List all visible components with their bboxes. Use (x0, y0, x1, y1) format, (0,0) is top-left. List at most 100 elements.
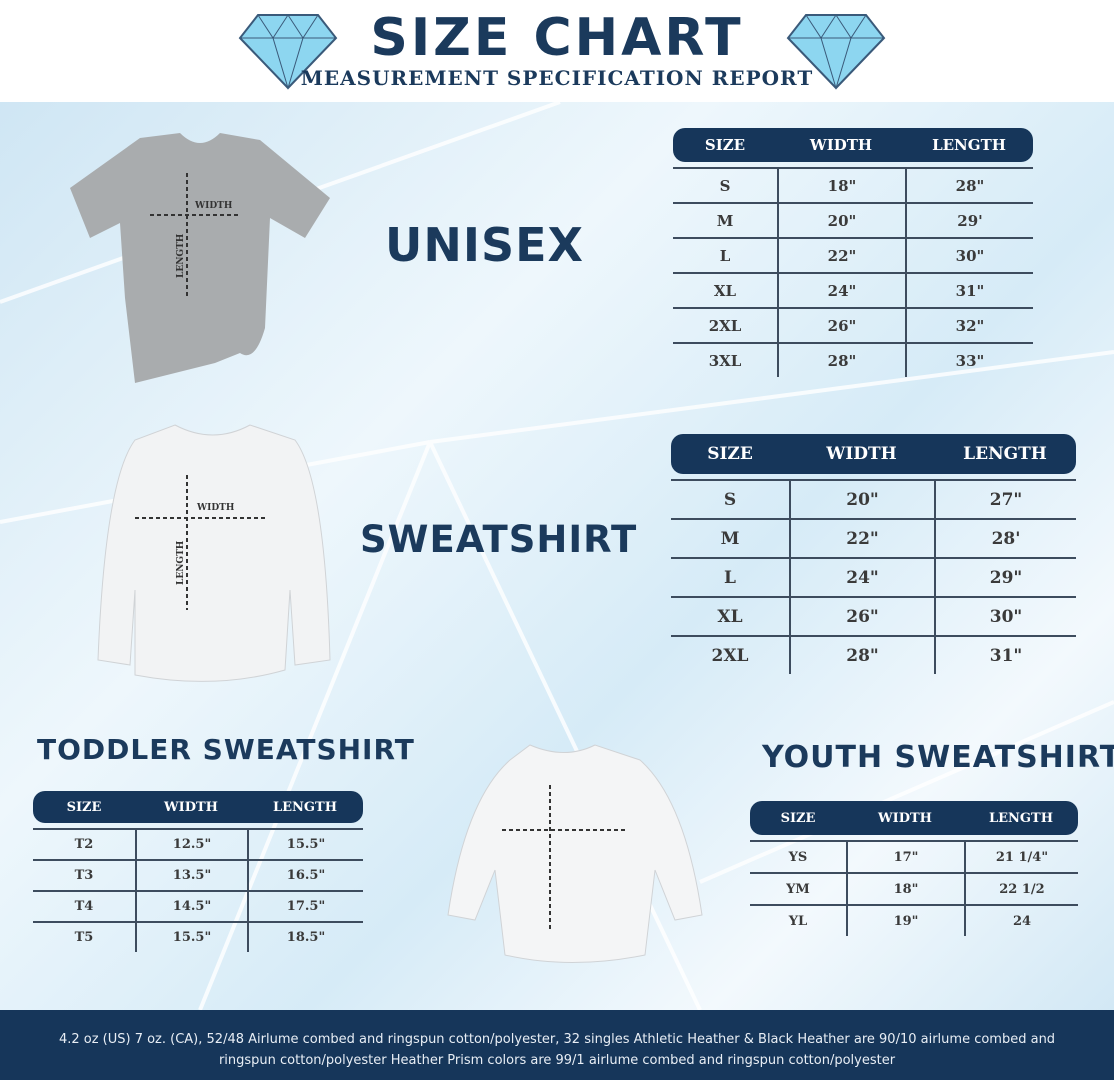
table-cell: 19" (846, 906, 964, 936)
table-cell: 31" (905, 274, 1033, 307)
toddler-title: TODDLER SWEATSHIRT (37, 733, 415, 766)
table-cell: 14.5" (135, 892, 247, 921)
unisex-size-table: SIZE WIDTH LENGTH S 18" 28" M 20" 29' L 22" 30" XL 24… (673, 128, 1033, 377)
table-cell: 26" (789, 598, 934, 635)
table-cell: 28" (789, 637, 934, 674)
youth-sweatshirt-image (447, 744, 703, 963)
column-header: LENGTH (963, 444, 1047, 464)
header: SIZE CHART MEASUREMENT SPECIFICATION REP… (0, 0, 1114, 102)
column-header: WIDTH (878, 810, 932, 826)
table-cell: 28" (777, 344, 905, 377)
table-cell: 15.5" (135, 923, 247, 952)
table-cell: 18.5" (247, 923, 363, 952)
table-cell: 30" (934, 598, 1076, 635)
table-cell: 27" (934, 481, 1076, 518)
table-cell: S (723, 489, 737, 510)
table-row: YL 19" 24 (750, 904, 1078, 936)
table-row: T2 12.5" 15.5" (33, 828, 363, 859)
table-cell: 24" (777, 274, 905, 307)
table-row: T5 15.5" 18.5" (33, 921, 363, 952)
column-header: LENGTH (273, 799, 337, 815)
table-cell: 29" (934, 559, 1076, 596)
column-header: LENGTH (932, 136, 1006, 154)
table-row: T4 14.5" 17.5" (33, 890, 363, 921)
table-row: S 20" 27" (671, 479, 1076, 518)
table-cell: 22" (789, 520, 934, 557)
table-cell: 26" (777, 309, 905, 342)
table-header: SIZE WIDTH LENGTH (33, 791, 363, 823)
table-row: 2XL 26" 32" (673, 307, 1033, 342)
table-cell: M (720, 528, 740, 549)
table-cell: 17" (846, 842, 964, 872)
column-header: WIDTH (809, 136, 873, 154)
table-header: SIZE WIDTH LENGTH (750, 801, 1078, 835)
tshirt-image: WIDTH LENGTH (70, 133, 330, 383)
table-header: SIZE WIDTH LENGTH (673, 128, 1033, 162)
table-cell: YM (786, 881, 810, 897)
toddler-size-table: SIZE WIDTH LENGTH T2 12.5" 15.5" T3 13.5" 16.5" T… (33, 791, 363, 952)
table-row: S 18" 28" (673, 167, 1033, 202)
table-cell: 33" (905, 344, 1033, 377)
table-row: L 24" 29" (671, 557, 1076, 596)
table-cell: S (719, 176, 731, 195)
youth-title: YOUTH SWEATSHIRT (762, 740, 1114, 775)
length-label: LENGTH (176, 233, 186, 278)
table-cell: 20" (789, 481, 934, 518)
table-header: SIZE WIDTH LENGTH (671, 434, 1076, 474)
table-row: XL 24" 31" (673, 272, 1033, 307)
table-row: L 22" 30" (673, 237, 1033, 272)
column-header: SIZE (66, 799, 102, 815)
table-cell: YL (788, 913, 808, 929)
table-cell: L (724, 567, 736, 588)
page-title: SIZE CHART (370, 8, 744, 68)
footer: 4.2 oz (US) 7 oz. (CA), 52/48 Airlume co… (0, 1010, 1114, 1080)
column-header: WIDTH (826, 444, 897, 464)
table-cell: XL (713, 281, 737, 300)
diamond-icon (238, 14, 338, 90)
table-cell: T2 (74, 837, 94, 852)
table-cell: 16.5" (247, 861, 363, 890)
diamond-icon (786, 14, 886, 90)
table-cell: 32" (905, 309, 1033, 342)
table-row: YM 18" 22 1/2 (750, 872, 1078, 904)
table-cell: M (716, 211, 734, 230)
sweatshirt-title: SWEATSHIRT (360, 518, 638, 561)
table-cell: 3XL (708, 351, 742, 370)
table-cell: T3 (74, 868, 94, 883)
table-row: 2XL 28" 31" (671, 635, 1076, 674)
width-label: WIDTH (194, 201, 233, 211)
page-subtitle: MEASUREMENT SPECIFICATION REPORT (300, 66, 814, 90)
width-label: WIDTH (196, 503, 235, 513)
table-cell: 17.5" (247, 892, 363, 921)
table-row: 3XL 28" 33" (673, 342, 1033, 377)
table-cell: 12.5" (135, 830, 247, 859)
sweatshirt-image: WIDTH LENGTH (97, 424, 331, 682)
table-cell: 2XL (708, 316, 742, 335)
table-row: M 20" 29' (673, 202, 1033, 237)
sweatshirt-size-table: SIZE WIDTH LENGTH S 20" 27" M 22" 28' L 24" 29" XL 26… (671, 434, 1076, 674)
table-row: M 22" 28' (671, 518, 1076, 557)
column-header: SIZE (704, 136, 746, 154)
youth-size-table: SIZE WIDTH LENGTH YS 17" 21 1/4" YM 18" 22 1/2 YL… (750, 801, 1078, 936)
table-cell: 22" (777, 239, 905, 272)
table-cell: XL (717, 606, 743, 627)
table-cell: 28" (905, 169, 1033, 202)
table-cell: 22 1/2 (964, 874, 1078, 904)
column-header: LENGTH (989, 810, 1053, 826)
table-cell: 2XL (711, 645, 749, 666)
unisex-title: UNISEX (385, 218, 584, 272)
table-row: YS 17" 21 1/4" (750, 840, 1078, 872)
length-label: LENGTH (176, 540, 186, 585)
fabric-description: 4.2 oz (US) 7 oz. (CA), 52/48 Airlume co… (58, 1032, 1056, 1068)
table-cell: T5 (74, 930, 94, 945)
table-cell: 18" (777, 169, 905, 202)
table-cell: 24 (964, 906, 1078, 936)
table-row: XL 26" 30" (671, 596, 1076, 635)
table-cell: 30" (905, 239, 1033, 272)
column-header: WIDTH (164, 799, 218, 815)
table-cell: 29' (905, 204, 1033, 237)
table-cell: 20" (777, 204, 905, 237)
table-cell: 31" (934, 637, 1076, 674)
table-cell: 13.5" (135, 861, 247, 890)
table-cell: 28' (934, 520, 1076, 557)
